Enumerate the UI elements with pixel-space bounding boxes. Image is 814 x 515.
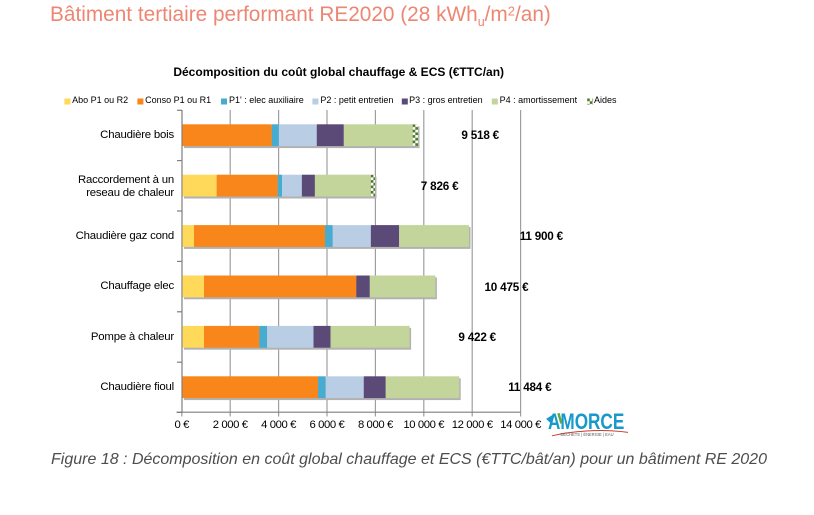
svg-text:DÉCHETS | ÉNERGIE | EAU: DÉCHETS | ÉNERGIE | EAU — [560, 432, 613, 437]
